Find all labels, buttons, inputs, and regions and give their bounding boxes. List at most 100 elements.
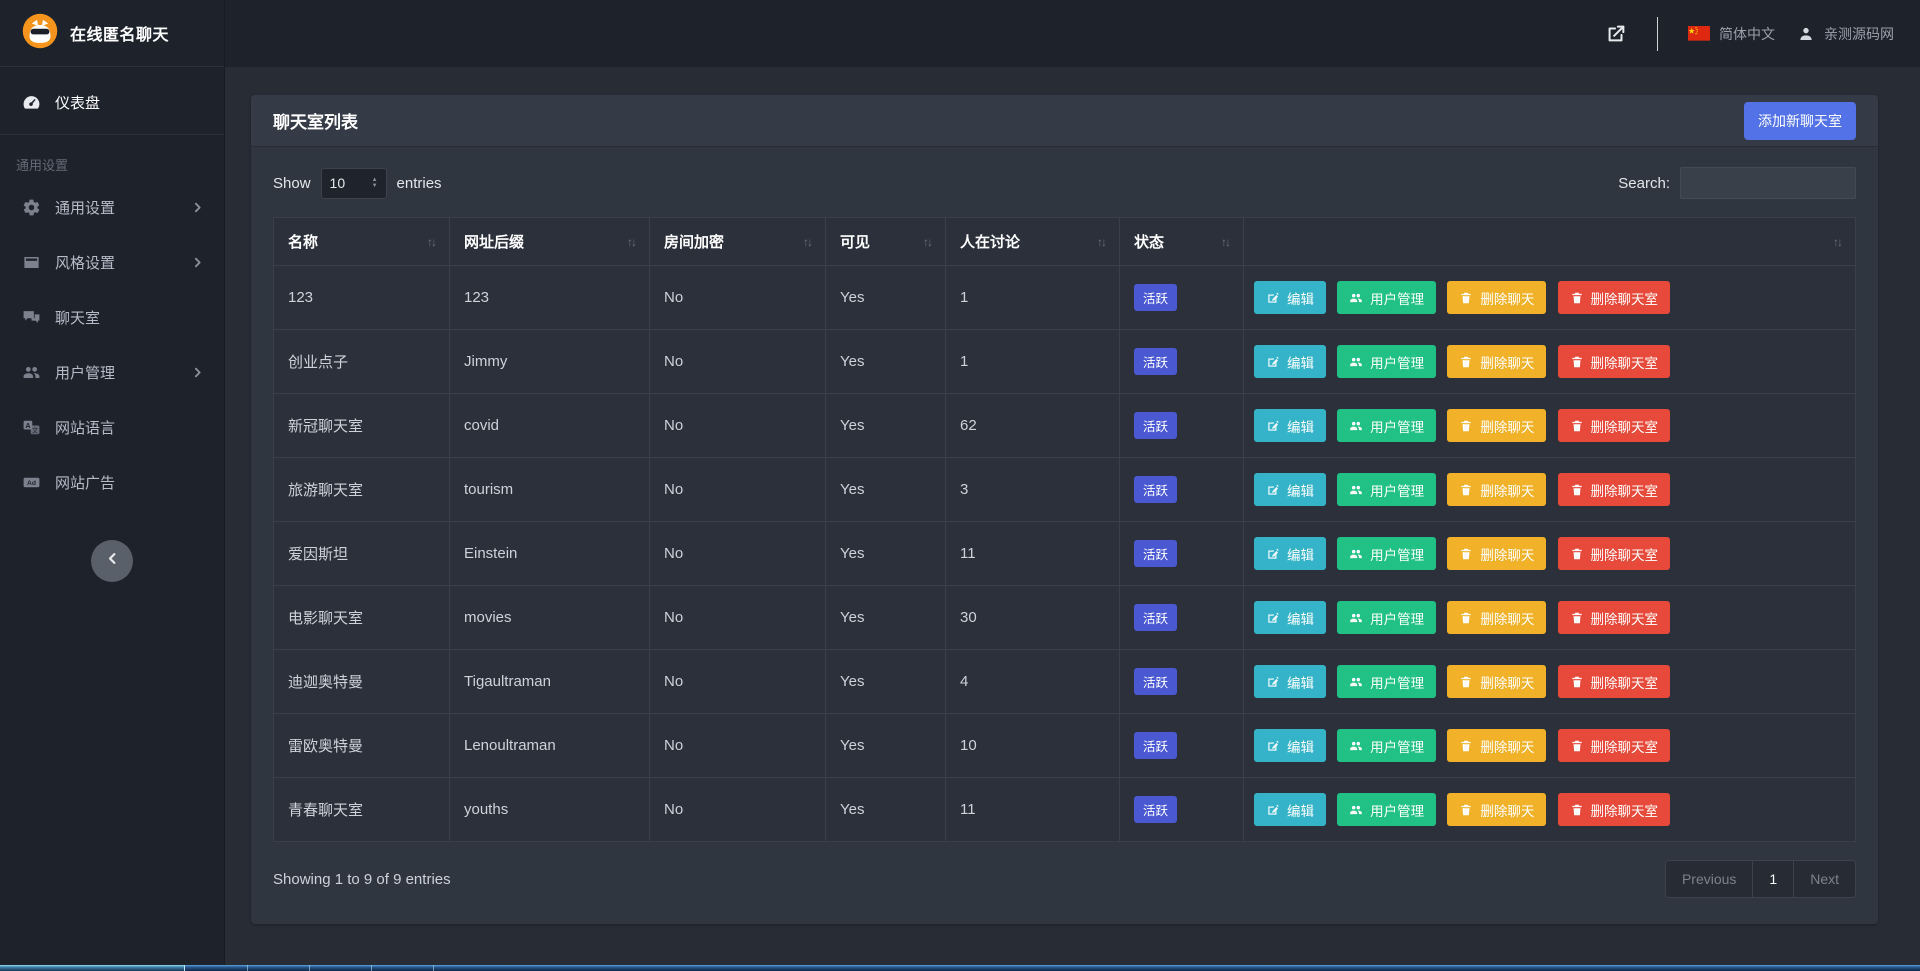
table-row: 电影聊天室 movies No Yes 30 活跃 编辑 用户管理 删除聊天 删… xyxy=(273,585,1856,650)
delete-chatroom-button[interactable]: 删除聊天室 xyxy=(1557,729,1671,762)
users-icon xyxy=(1350,549,1363,558)
cell-encrypted: No xyxy=(649,265,826,330)
edit-button[interactable]: 编辑 xyxy=(1254,665,1326,698)
user-manage-button[interactable]: 用户管理 xyxy=(1337,729,1437,762)
previous-page-button[interactable]: Previous xyxy=(1665,861,1754,897)
sidebar-divider xyxy=(0,134,224,135)
pencil-square-icon xyxy=(1268,292,1279,303)
delete-chat-button[interactable]: 删除聊天 xyxy=(1447,409,1547,442)
user-manage-button[interactable]: 用户管理 xyxy=(1337,537,1437,570)
column-header-discussing[interactable]: 人在讨论 ↑↓ xyxy=(945,217,1120,266)
sidebar-item-user-management[interactable]: 用户管理 xyxy=(0,345,224,400)
cell-status: 活跃 xyxy=(1119,457,1244,522)
edit-button[interactable]: 编辑 xyxy=(1254,601,1326,634)
add-chatroom-button[interactable]: 添加新聊天室 xyxy=(1744,101,1856,140)
cell-actions: 编辑 用户管理 删除聊天 删除聊天室 xyxy=(1243,521,1856,586)
language-selector[interactable]: 简体中文 xyxy=(1688,24,1775,44)
sidebar-item-label: 风格设置 xyxy=(55,255,116,272)
sidebar-item-site-ads[interactable]: Ad 网站广告 xyxy=(0,455,224,510)
cell-visible: Yes xyxy=(825,393,946,458)
delete-chat-button[interactable]: 删除聊天 xyxy=(1447,281,1547,314)
sidebar: 在线匿名聊天 仪表盘 通用设置 通用设置 xyxy=(0,0,225,965)
delete-chat-button[interactable]: 删除聊天 xyxy=(1447,537,1547,570)
cell-visible: Yes xyxy=(825,265,946,330)
username: 亲测源码网 xyxy=(1824,25,1894,42)
delete-chatroom-button[interactable]: 删除聊天室 xyxy=(1557,281,1671,314)
edit-button[interactable]: 编辑 xyxy=(1254,793,1326,826)
edit-button[interactable]: 编辑 xyxy=(1254,345,1326,378)
edit-button[interactable]: 编辑 xyxy=(1254,281,1326,314)
user-manage-button[interactable]: 用户管理 xyxy=(1337,409,1437,442)
cell-visible: Yes xyxy=(825,457,946,522)
sidebar-item-label: 用户管理 xyxy=(55,365,116,382)
svg-text:Ad: Ad xyxy=(27,480,36,487)
delete-chat-button[interactable]: 删除聊天 xyxy=(1447,345,1547,378)
table-row: 雷欧奥特曼 Lenoultraman No Yes 10 活跃 编辑 用户管理 … xyxy=(273,713,1856,778)
pencil-square-icon xyxy=(1268,740,1279,751)
sort-icon: ↑↓ xyxy=(1221,234,1231,249)
cell-status: 活跃 xyxy=(1119,585,1244,650)
user-manage-button[interactable]: 用户管理 xyxy=(1337,473,1437,506)
edit-button[interactable]: 编辑 xyxy=(1254,537,1326,570)
table-row: 旅游聊天室 tourism No Yes 3 活跃 编辑 用户管理 删除聊天 删… xyxy=(273,457,1856,522)
status-badge: 活跃 xyxy=(1134,732,1178,759)
page-number-button[interactable]: 1 xyxy=(1753,861,1795,897)
delete-chatroom-button[interactable]: 删除聊天室 xyxy=(1557,345,1671,378)
cell-actions: 编辑 用户管理 删除聊天 删除聊天室 xyxy=(1243,457,1856,522)
delete-chat-button[interactable]: 删除聊天 xyxy=(1447,729,1547,762)
user-manage-button[interactable]: 用户管理 xyxy=(1337,601,1437,634)
edit-button[interactable]: 编辑 xyxy=(1254,729,1326,762)
next-page-button[interactable]: Next xyxy=(1794,861,1855,897)
chevron-left-icon xyxy=(105,551,120,571)
cell-name: 创业点子 xyxy=(273,329,450,394)
sidebar-item-dashboard[interactable]: 仪表盘 xyxy=(0,75,224,130)
cell-encrypted: No xyxy=(649,713,826,778)
user-manage-button[interactable]: 用户管理 xyxy=(1337,665,1437,698)
page-length-select[interactable]: 10 ▲ ▼ xyxy=(320,167,387,199)
cell-actions: 编辑 用户管理 删除聊天 删除聊天室 xyxy=(1243,393,1856,458)
delete-chatroom-button[interactable]: 删除聊天室 xyxy=(1557,601,1671,634)
sidebar-item-general-settings[interactable]: 通用设置 xyxy=(0,180,224,235)
sidebar-item-label: 网站语言 xyxy=(55,420,116,437)
delete-chat-button[interactable]: 删除聊天 xyxy=(1447,601,1547,634)
search-input[interactable] xyxy=(1680,167,1856,199)
external-link-icon[interactable] xyxy=(1605,23,1627,45)
sidebar-item-style-settings[interactable]: 风格设置 xyxy=(0,235,224,290)
trash-icon xyxy=(1571,420,1582,431)
table-footer: Showing 1 to 9 of 9 entries Previous 1 N… xyxy=(273,842,1856,908)
user-manage-button[interactable]: 用户管理 xyxy=(1337,345,1437,378)
delete-chatroom-button[interactable]: 删除聊天室 xyxy=(1557,409,1671,442)
column-header-status[interactable]: 状态 ↑↓ xyxy=(1119,217,1244,266)
status-badge: 活跃 xyxy=(1134,284,1178,311)
topbar: 简体中文 亲测源码网 xyxy=(225,0,1920,67)
cell-name: 123 xyxy=(273,265,450,330)
edit-button[interactable]: 编辑 xyxy=(1254,409,1326,442)
column-header-visible[interactable]: 可见 ↑↓ xyxy=(825,217,946,266)
edit-button[interactable]: 编辑 xyxy=(1254,473,1326,506)
cell-actions: 编辑 用户管理 删除聊天 删除聊天室 xyxy=(1243,777,1856,842)
delete-chatroom-button[interactable]: 删除聊天室 xyxy=(1557,537,1671,570)
column-header-encrypted[interactable]: 房间加密 ↑↓ xyxy=(649,217,826,266)
delete-chat-button[interactable]: 删除聊天 xyxy=(1447,793,1547,826)
sidebar-item-chatroom[interactable]: 聊天室 xyxy=(0,290,224,345)
delete-chatroom-button[interactable]: 删除聊天室 xyxy=(1557,665,1671,698)
cell-encrypted: No xyxy=(649,457,826,522)
status-badge: 活跃 xyxy=(1134,412,1178,439)
cell-discussing: 10 xyxy=(945,713,1120,778)
user-menu[interactable]: 亲测源码网 xyxy=(1797,24,1894,44)
delete-chatroom-button[interactable]: 删除聊天室 xyxy=(1557,793,1671,826)
cell-encrypted: No xyxy=(649,649,826,714)
sidebar-collapse-button[interactable] xyxy=(91,540,133,582)
cell-status: 活跃 xyxy=(1119,713,1244,778)
user-manage-button[interactable]: 用户管理 xyxy=(1337,281,1437,314)
column-header-actions[interactable]: ↑↓ xyxy=(1243,217,1856,266)
delete-chat-button[interactable]: 删除聊天 xyxy=(1447,665,1547,698)
trash-icon xyxy=(1461,548,1472,559)
column-header-slug[interactable]: 网址后缀 ↑↓ xyxy=(449,217,650,266)
column-header-name[interactable]: 名称 ↑↓ xyxy=(273,217,450,266)
delete-chat-button[interactable]: 删除聊天 xyxy=(1447,473,1547,506)
user-manage-button[interactable]: 用户管理 xyxy=(1337,793,1437,826)
delete-chatroom-button[interactable]: 删除聊天室 xyxy=(1557,473,1671,506)
cell-actions: 编辑 用户管理 删除聊天 删除聊天室 xyxy=(1243,649,1856,714)
